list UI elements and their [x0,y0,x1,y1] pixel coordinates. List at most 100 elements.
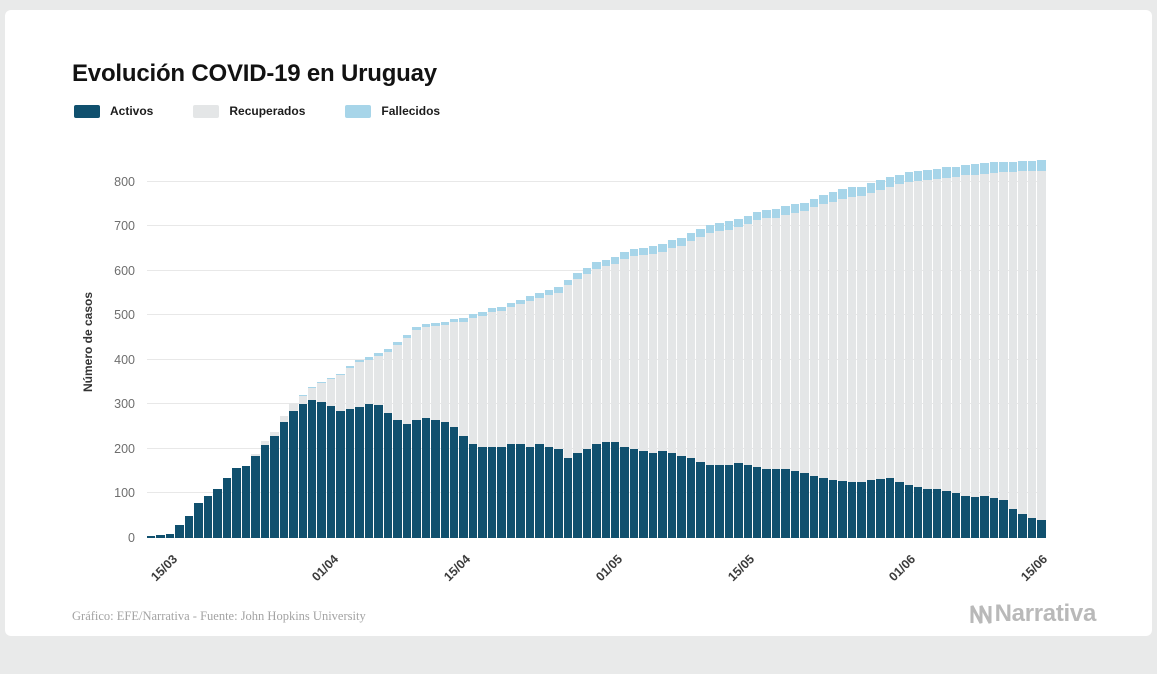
seg-fallecidos [374,353,383,356]
seg-activos [535,444,544,538]
seg-activos [364,404,374,538]
seg-activos [961,495,970,538]
seg-fallecidos [629,249,639,257]
seg-activos [1008,509,1018,538]
seg-activos [809,475,819,538]
seg-activos [610,442,620,538]
bar-06/06 [951,166,961,538]
bar-14/03 [156,535,165,538]
seg-fallecidos [980,163,989,174]
bar-09/05 [686,233,696,538]
seg-recuperados [279,415,289,423]
x-tick-label-01/06: 01/06 [885,552,918,585]
bar-09/04 [402,334,412,538]
seg-recuperados [961,175,970,496]
seg-activos [1018,513,1027,538]
bar-11/04 [421,324,431,538]
source-credit: Gráfico: EFE/Narrativa - Fuente: John Ho… [72,609,366,623]
seg-recuperados [847,196,857,483]
bar-21/05 [800,202,809,538]
seg-recuperados [260,441,270,446]
y-tick-label-600: 600 [114,263,135,278]
seg-activos [213,489,222,538]
seg-activos [999,500,1008,538]
seg-activos [592,443,601,538]
seg-activos [573,453,582,538]
seg-recuperados [497,311,506,447]
bar-27/03 [279,415,289,538]
bar-18/03 [194,502,203,538]
y-axis-label: Número de casos [81,291,96,393]
brand-name: Narrativa [994,600,1097,627]
bar-03/06 [923,170,932,538]
legend-item-fallecidos: Fallecidos [345,104,440,118]
seg-fallecidos [364,357,374,360]
bar-10/06 [989,162,999,538]
seg-fallecidos [800,202,809,212]
bar-01/05 [610,257,620,538]
seg-recuperados [923,180,932,489]
seg-activos [819,477,828,538]
seg-recuperados [1018,171,1027,514]
seg-recuperados [838,198,847,481]
seg-recuperados [326,379,336,407]
seg-fallecidos [771,209,781,219]
seg-recuperados [715,231,724,465]
seg-activos [696,462,705,538]
seg-activos [753,466,762,538]
seg-recuperados [402,337,412,425]
seg-recuperados [677,245,686,456]
bar-01/04 [326,377,336,538]
seg-activos [459,435,468,538]
seg-activos [431,419,440,538]
bar-23/04 [535,293,544,538]
seg-fallecidos [1037,160,1046,171]
bar-14/05 [734,218,743,538]
bar-23/03 [241,465,251,538]
seg-recuperados [582,274,592,449]
gridline-700 [147,225,1045,227]
seg-recuperados [620,258,629,447]
seg-fallecidos [355,359,364,363]
bar-05/05 [648,246,658,538]
bar-21/04 [516,299,525,538]
seg-activos [847,482,857,538]
seg-recuperados [525,301,535,447]
seg-fallecidos [345,366,355,369]
seg-recuperados [592,268,601,444]
seg-fallecidos [450,318,459,323]
seg-recuperados [629,256,639,449]
x-axis-ticks: 15/03 01/04 15/04 01/05 15/05 01/06 15/06 [147,542,1051,602]
seg-activos [478,446,487,538]
seg-activos [336,411,345,538]
bar-23/05 [819,195,828,538]
bar-11/06 [999,161,1008,538]
seg-fallecidos [525,296,535,302]
seg-activos [601,441,610,538]
seg-fallecidos [999,161,1008,172]
seg-activos [402,424,412,538]
y-tick-label-300: 300 [114,397,135,412]
seg-recuperados [601,266,610,442]
y-tick-label-0: 0 [128,531,135,545]
bar-15/05 [743,215,752,538]
seg-fallecidos [421,324,431,328]
bar-30/05 [885,176,895,538]
seg-recuperados [317,382,326,402]
seg-recuperados [563,285,573,458]
seg-recuperados [667,248,677,454]
seg-fallecidos [393,341,402,345]
seg-activos [790,471,800,538]
seg-recuperados [544,295,554,447]
bar-08/04 [393,341,402,538]
seg-activos [667,453,677,538]
seg-recuperados [431,325,440,420]
seg-recuperados [1027,170,1037,518]
seg-activos [260,445,270,538]
seg-recuperados [724,229,734,465]
seg-activos [554,448,563,538]
seg-recuperados [705,233,715,465]
seg-fallecidos [838,189,847,199]
seg-activos [175,525,184,538]
seg-fallecidos [790,204,800,214]
